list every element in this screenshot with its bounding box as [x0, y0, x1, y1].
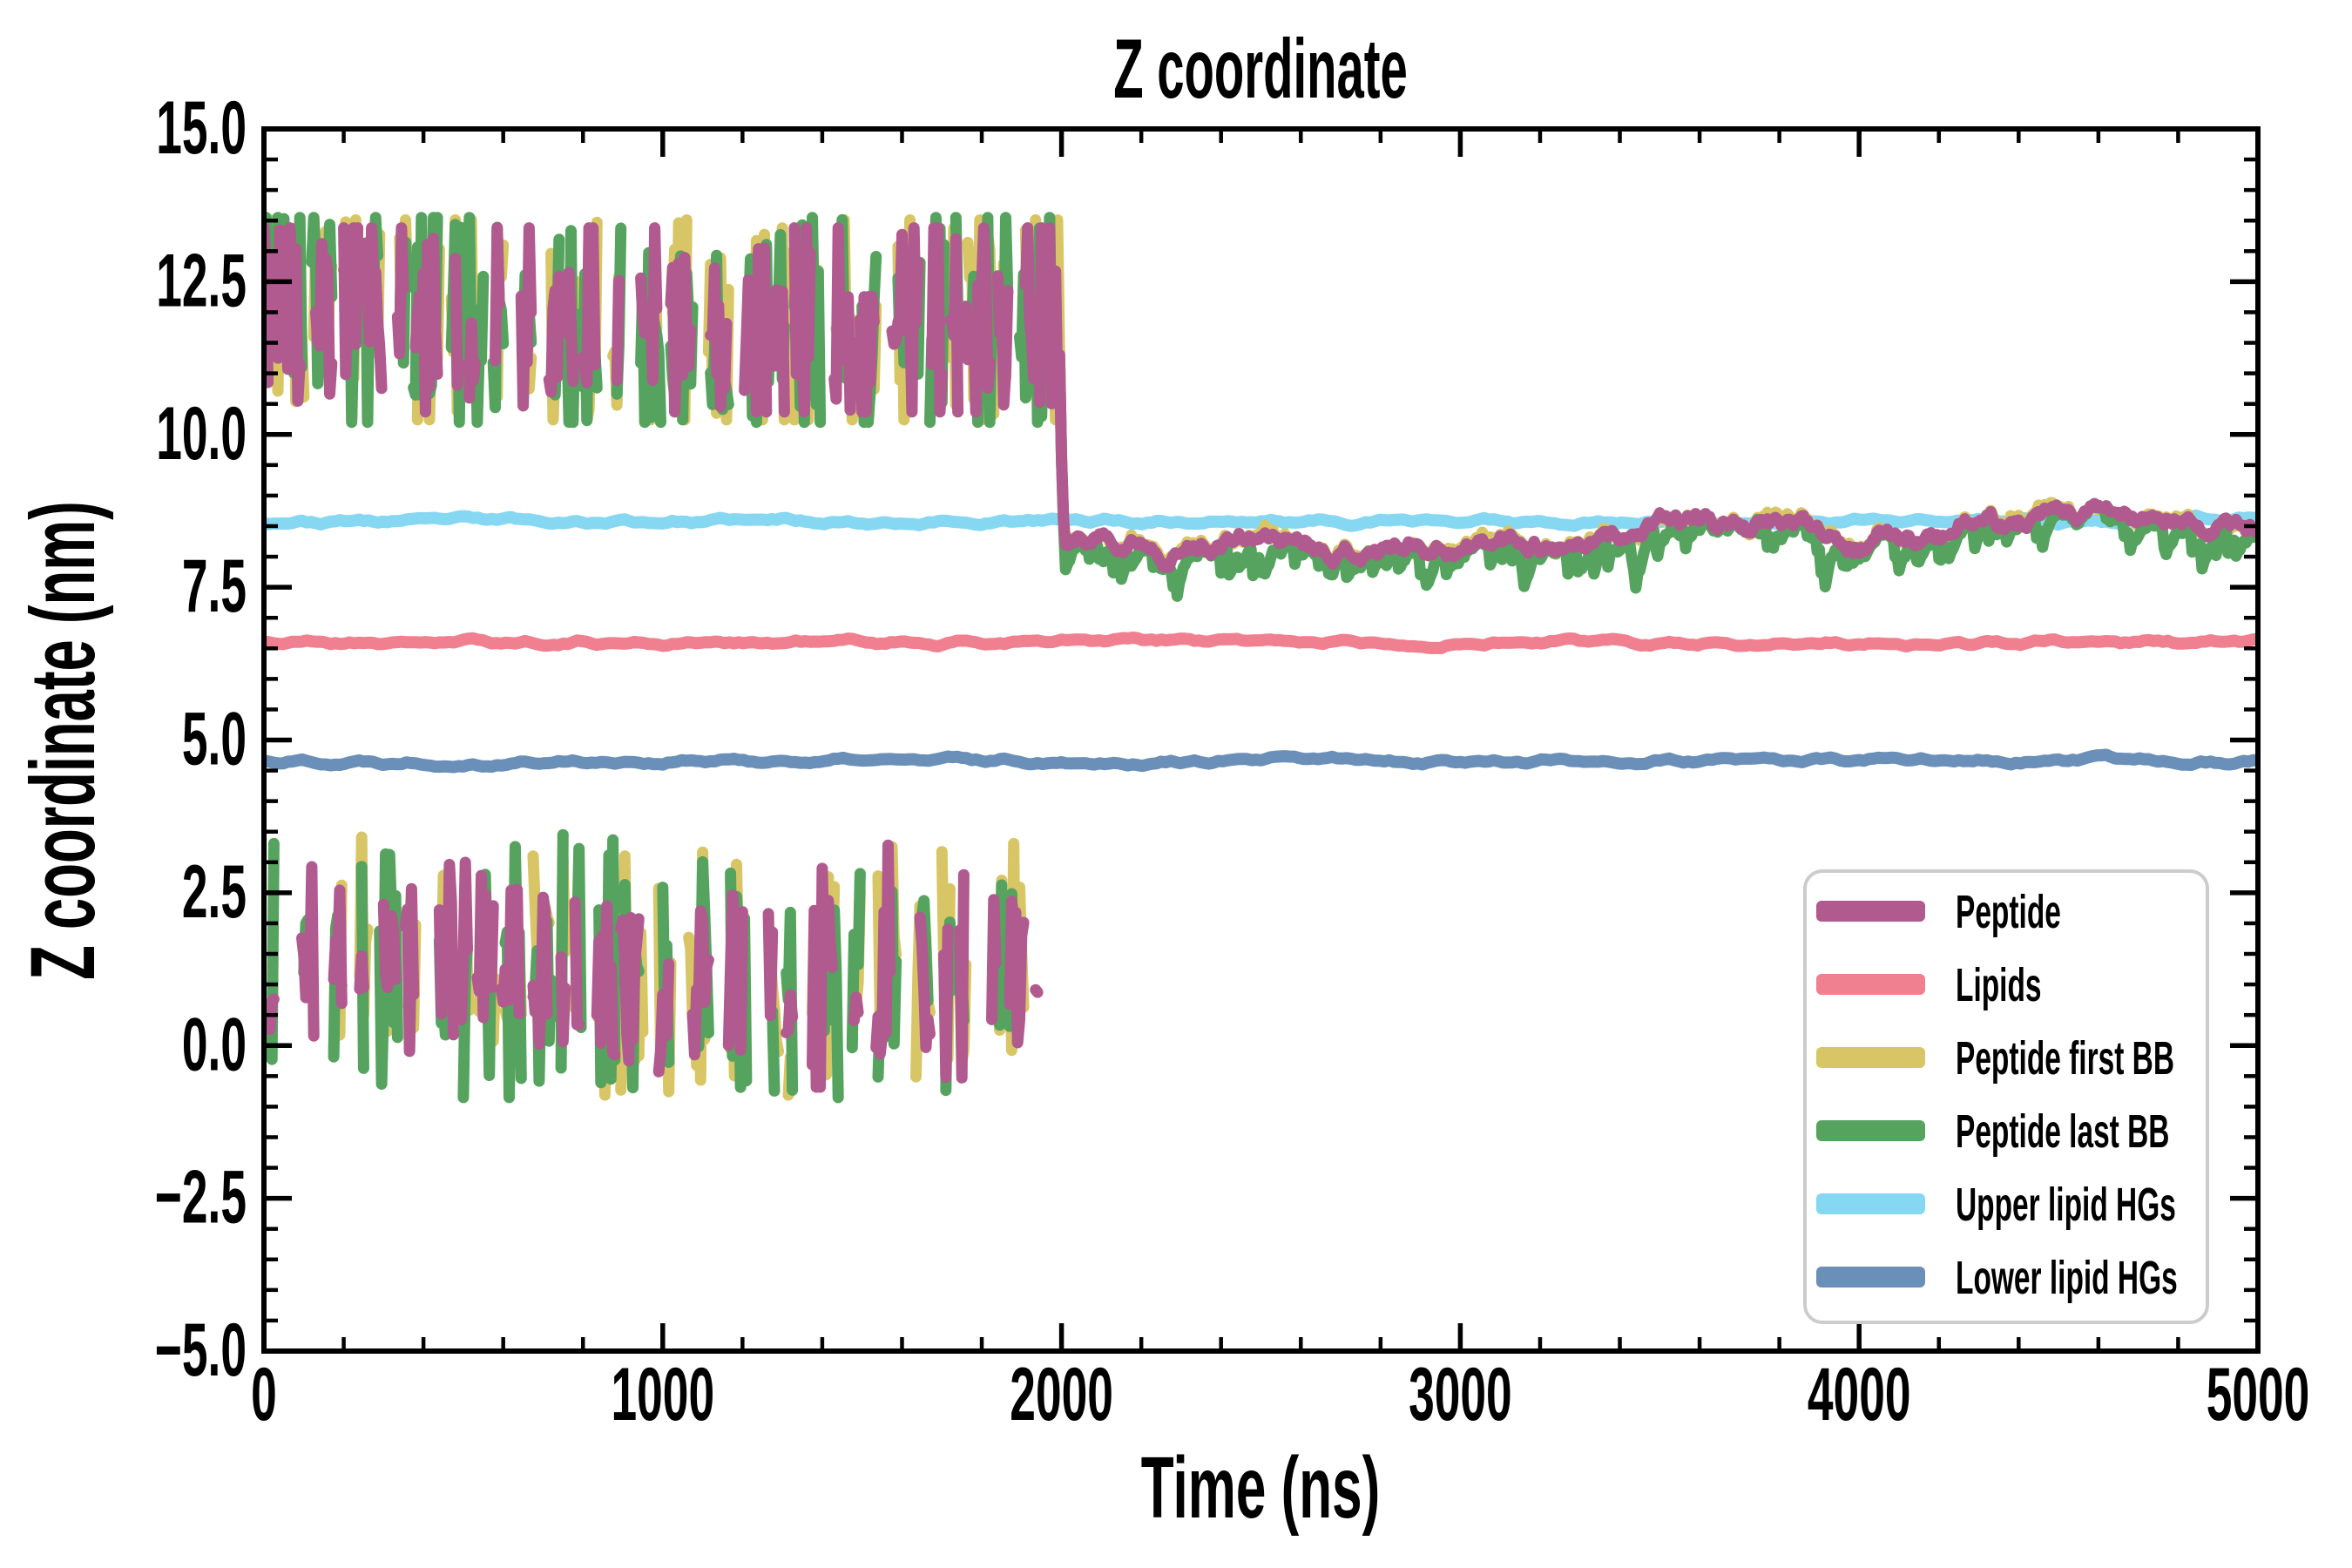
- svg-text:4000: 4000: [1808, 1353, 1911, 1436]
- series-lower-lipid-hgs: [264, 748, 2258, 774]
- y-tick-label-12.5: 12.5: [156, 239, 247, 322]
- legend-label-upper-lipid-hgs: Upper lipid HGs: [1956, 1178, 2176, 1231]
- y-axis-label: Z coordinate (nm): [11, 501, 114, 980]
- x-tick-label-0: 0: [251, 1353, 277, 1436]
- svg-text:15.0: 15.0: [156, 86, 247, 170]
- y-tick-label-2.5: 2.5: [182, 850, 247, 934]
- svg-text:Peptide first BB: Peptide first BB: [1956, 1031, 2174, 1085]
- legend-item-lipids: Lipids: [1816, 958, 2042, 1011]
- svg-text:1000: 1000: [611, 1353, 714, 1436]
- legend-label-peptide: Peptide: [1956, 885, 2061, 938]
- axes-frame: [261, 126, 2261, 1354]
- chart-title: Z coordinate: [1113, 21, 1408, 116]
- y-tick-label-15: 15.0: [156, 86, 247, 170]
- chart-title-text: Z coordinate: [1113, 21, 1408, 116]
- x-tick-label-2000: 2000: [1010, 1353, 1113, 1436]
- series-upper-lipid-hgs: [264, 509, 2258, 532]
- svg-text:0.0: 0.0: [182, 1003, 247, 1086]
- legend-label-lipids: Lipids: [1956, 958, 2042, 1011]
- y-tick-label-5: 5.0: [182, 698, 247, 781]
- y-tick-label-0: 0.0: [182, 1003, 247, 1086]
- svg-text:5.0: 5.0: [182, 698, 247, 781]
- legend-swatch-peptide: [1816, 901, 1925, 922]
- svg-text:Peptide: Peptide: [1956, 885, 2061, 938]
- svg-text:0: 0: [251, 1353, 277, 1436]
- legend-swatch-lipids: [1816, 974, 1925, 995]
- legend-item-peptide-first-bb: Peptide first BB: [1816, 1031, 2174, 1085]
- svg-text:Lipids: Lipids: [1956, 958, 2042, 1011]
- series-lipids: [264, 632, 2258, 654]
- svg-text:Lower lipid HGs: Lower lipid HGs: [1956, 1251, 2178, 1304]
- svg-text:Peptide last BB: Peptide last BB: [1956, 1105, 2169, 1158]
- svg-text:2000: 2000: [1010, 1353, 1113, 1436]
- legend-label-peptide-last-bb: Peptide last BB: [1956, 1105, 2169, 1158]
- legend-item-upper-lipid-hgs: Upper lipid HGs: [1816, 1178, 2176, 1231]
- tick-label-layer: 0 1000 2000 3000 4000 5000 −5.0 −2.5 0.0 2.5 5.0 7.…: [155, 86, 2310, 1436]
- x-axis-label: Time (ns): [1141, 1439, 1380, 1537]
- legend-swatch-peptide-first-bb: [1816, 1047, 1925, 1068]
- y-tick-label--5: −5.0: [155, 1308, 247, 1392]
- series-layer: [264, 212, 2258, 1104]
- legend-swatch-peptide-last-bb: [1816, 1120, 1925, 1141]
- svg-text:2.5: 2.5: [182, 850, 247, 934]
- legend-label-lower-lipid-hgs: Lower lipid HGs: [1956, 1251, 2178, 1304]
- svg-text:Upper lipid HGs: Upper lipid HGs: [1956, 1178, 2176, 1231]
- legend-item-lower-lipid-hgs: Lower lipid HGs: [1816, 1251, 2178, 1304]
- legend-item-peptide: Peptide: [1816, 885, 2061, 938]
- svg-text:−2.5: −2.5: [155, 1156, 247, 1240]
- legend-label-peptide-first-bb: Peptide first BB: [1956, 1031, 2174, 1085]
- svg-text:5000: 5000: [2207, 1353, 2310, 1436]
- legend: Peptide Lipids Peptide first BB Peptide las…: [1803, 869, 2209, 1324]
- x-axis-label-text: Time (ns): [1141, 1439, 1380, 1537]
- y-tick-label--2.5: −2.5: [155, 1156, 247, 1240]
- y-tick-label-7.5: 7.5: [182, 544, 247, 628]
- svg-text:7.5: 7.5: [182, 544, 247, 628]
- legend-swatch-upper-lipid-hgs: [1816, 1193, 1925, 1214]
- x-tick-label-1000: 1000: [611, 1353, 714, 1436]
- svg-text:12.5: 12.5: [156, 239, 247, 322]
- svg-text:−5.0: −5.0: [155, 1308, 247, 1392]
- svg-text:3000: 3000: [1409, 1353, 1512, 1436]
- svg-text:10.0: 10.0: [156, 392, 247, 476]
- x-tick-label-4000: 4000: [1808, 1353, 1911, 1436]
- x-tick-label-5000: 5000: [2207, 1353, 2310, 1436]
- legend-item-peptide-last-bb: Peptide last BB: [1816, 1105, 2169, 1158]
- legend-swatch-lower-lipid-hgs: [1816, 1267, 1925, 1288]
- x-tick-label-3000: 3000: [1409, 1353, 1512, 1436]
- y-axis-label-text: Z coordinate (nm): [11, 501, 114, 980]
- y-tick-label-10: 10.0: [156, 392, 247, 476]
